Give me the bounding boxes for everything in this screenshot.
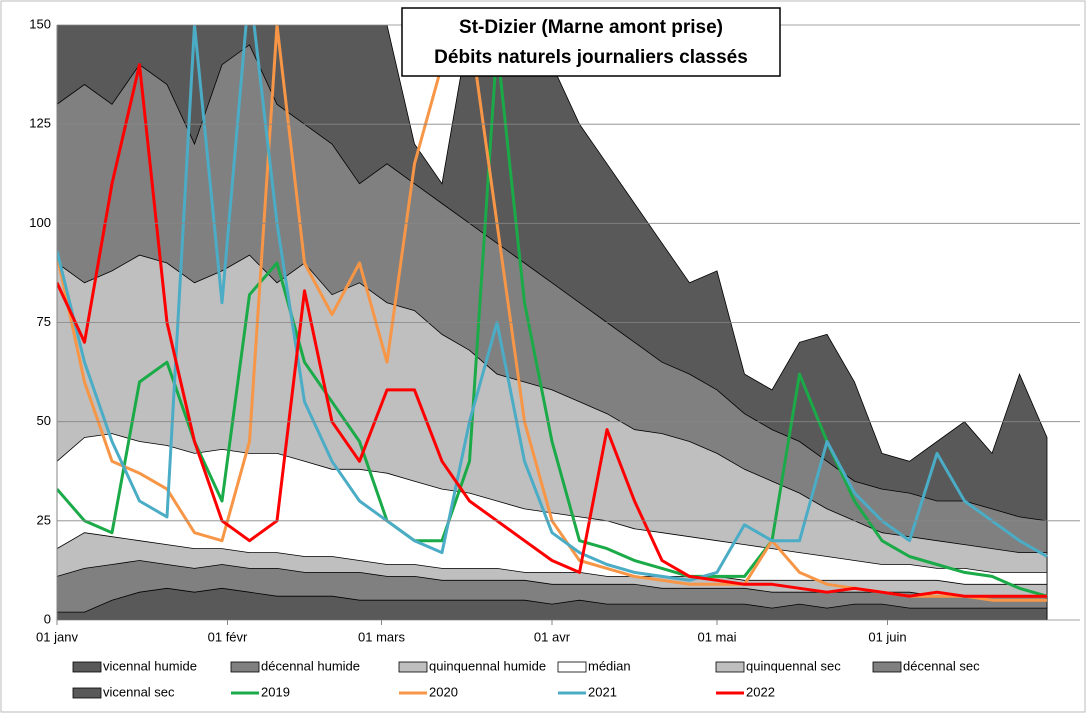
legend-label: vicennal sec — [103, 684, 175, 699]
line — [57, 43, 1048, 598]
x-tick-label: 01 juin — [868, 629, 906, 644]
legend-label: décennal humide — [261, 658, 360, 673]
legend-swatch — [72, 687, 102, 699]
legend-swatch — [715, 661, 745, 673]
y-tick-label: 100 — [29, 215, 51, 230]
legend-label: quinquennal sec — [746, 658, 841, 673]
legend-label: quinquennal humide — [429, 658, 546, 673]
area — [57, 587, 1048, 620]
overlay: 0 25 50 75 100 125 150 01 janv 01 févr 01 mars 01 … — [29, 7, 1080, 699]
x-tick-label: 01 avr — [534, 629, 571, 644]
legend-label: 2019 — [261, 684, 290, 699]
chart-title: Débits naturels journaliers classés — [434, 47, 748, 68]
chart-title: St-Dizier (Marne amont prise) — [459, 17, 723, 38]
x-tick-label: 01 févr — [208, 629, 248, 644]
legend-swatch — [230, 661, 260, 673]
y-tick-label: 150 — [29, 16, 51, 31]
legend-label: 2020 — [429, 684, 458, 699]
legend-swatch — [872, 661, 902, 673]
legend-label: médian — [588, 658, 631, 673]
y-tick-label: 125 — [29, 116, 51, 131]
legend-swatch — [398, 661, 428, 673]
legend-swatch — [72, 661, 102, 673]
legend-label: 2022 — [746, 684, 775, 699]
x-tick-label: 01 mai — [697, 629, 736, 644]
legend-label: vicennal humide — [103, 658, 197, 673]
legend-label: 2021 — [588, 684, 617, 699]
y-tick-label: 75 — [37, 314, 51, 329]
y-tick-label: 50 — [37, 413, 51, 428]
legend-swatch — [557, 661, 587, 673]
legend-label: décennal sec — [903, 658, 980, 673]
title-box — [401, 7, 781, 77]
x-tick-label: 01 janv — [36, 629, 78, 644]
y-tick-label: 25 — [37, 512, 51, 527]
x-tick-label: 01 mars — [358, 629, 405, 644]
y-tick-label: 0 — [44, 611, 51, 626]
